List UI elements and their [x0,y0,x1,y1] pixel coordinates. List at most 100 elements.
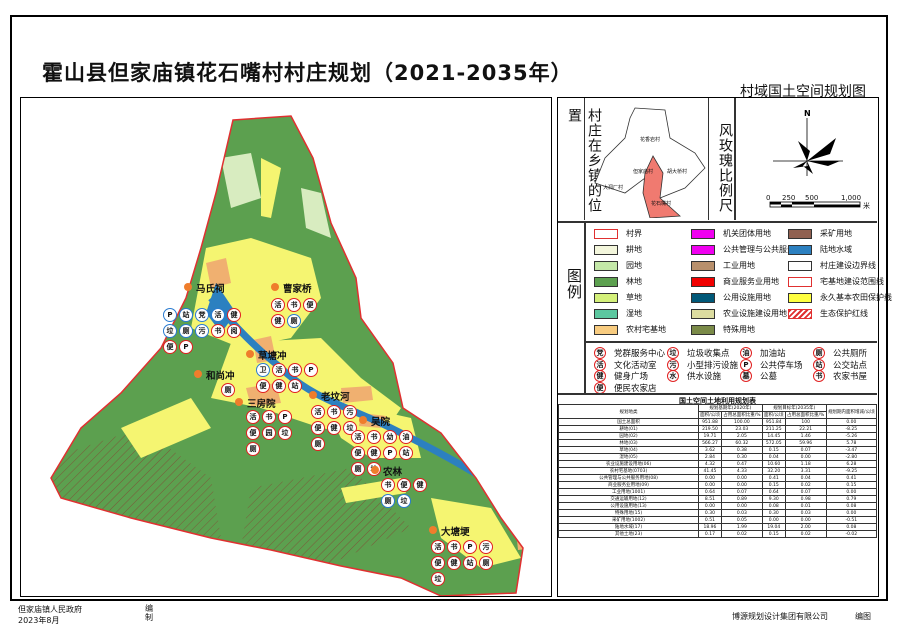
facility-icon[interactable]: 书 [367,430,381,444]
facility-icon[interactable]: P [304,363,318,377]
facility-icon[interactable]: 垃 [163,324,177,338]
village-label[interactable]: 老坟河 [321,392,350,403]
value-cell: 0.00 [698,474,722,482]
facility-icon[interactable]: 书 [211,324,225,338]
facility-icon[interactable]: 书 [288,363,302,377]
village-label[interactable]: 和尚冲 [206,371,235,382]
village-label[interactable]: 马氏祠 [196,284,225,295]
village-map[interactable]: 马氏祠 P 站党活健垃厕污书阅便 P 曹家桥活书便健厕草塘冲卫活书 P 便健站和尚冲厕三房院… [20,97,552,597]
legend-item: 工业用地 [691,260,755,271]
value-cell: -3.47 [825,446,878,454]
facility-icon[interactable]: 厕 [246,442,260,456]
facility-icon[interactable]: 健 [447,556,461,570]
scale-tick: 250 [782,194,796,202]
village-label[interactable]: 三房院 [247,399,276,410]
value-cell: 19.04 [761,523,786,531]
facility-icon[interactable]: 便 [246,426,260,440]
facility-icon[interactable]: 卫 [256,363,270,377]
village-dot [194,370,202,378]
facility-icon[interactable]: 书 [447,540,461,554]
facility-icon[interactable]: 厕 [287,314,301,328]
facility-icon[interactable]: 书 [287,298,301,312]
facility-icon[interactable]: 厕 [221,383,235,397]
facility-icon[interactable]: 污 [479,540,493,554]
facility-icon[interactable]: 厕 [351,462,365,476]
table-row: 交通运输用地(12) 8.51 0.89 9.30 0.98 0.79 [558,495,878,503]
facility-icon[interactable]: 活 [351,430,365,444]
facility-icon[interactable]: 健 [327,421,341,435]
legend-label: 耕地 [626,245,642,254]
facility-icon[interactable]: 站 [179,308,193,322]
location-inset: 花香岩村 但家庙村 胡大桥村 大洞厂村 花石嘴村 [584,98,709,220]
village-label[interactable]: 曹家桥 [283,284,312,295]
facility-icon[interactable]: 活 [211,308,225,322]
facility-icon[interactable]: 站 [463,556,477,570]
facility-icon[interactable]: 书 [262,410,276,424]
facility-icon[interactable]: P [163,308,177,322]
facility-icon[interactable]: 健 [271,314,285,328]
facility-icon[interactable]: 站 [288,379,302,393]
facility-icon[interactable]: P [463,540,477,554]
value-cell: -8.25 [825,425,878,433]
facility-icon[interactable]: 幼 [383,430,397,444]
facility-icon[interactable]: 健 [367,446,381,460]
facility-icon[interactable]: P [278,410,292,424]
facility-icon[interactable]: 便 [163,340,177,354]
facility-icon[interactable]: 健 [413,478,427,492]
facility-icon[interactable]: 垃 [397,494,411,508]
facility-icon[interactable]: 垃 [431,572,445,586]
facility-icon[interactable]: 污 [195,324,209,338]
village-dot [359,416,367,424]
facility-icon[interactable]: 便 [431,556,445,570]
facility-icon[interactable]: 便 [311,421,325,435]
land-use-map [50,115,524,597]
facility-icon[interactable]: P [383,446,397,460]
facility-icon[interactable]: 活 [311,405,325,419]
legend-swatch [691,324,715,335]
symbol-label: 公交站点 [833,360,868,371]
facility-icon[interactable]: 垃 [278,426,292,440]
facility-icon[interactable]: 阅 [227,324,241,338]
village-label[interactable]: 农林 [383,467,403,478]
facility-icon[interactable]: 活 [246,410,260,424]
facility-icon[interactable]: 污 [343,405,357,419]
facility-icon[interactable]: 油 [399,430,413,444]
facility-symbol-icon: 书 [813,370,825,382]
facility-icon[interactable]: 活 [271,298,285,312]
value-cell: 0.07 [784,446,827,454]
category-cell: 草地(04) [558,446,699,454]
value-cell: 0.00 [825,488,878,496]
value-cell: -0.51 [825,516,878,524]
facility-icon[interactable]: 便 [397,478,411,492]
value-cell: 0.02 [784,530,827,538]
value-cell: 0.30 [698,509,722,517]
facility-icon[interactable]: 园 [262,426,276,440]
facility-icon[interactable]: 书 [381,478,395,492]
village-label[interactable]: 吴院 [371,417,391,428]
table-row: 公用设施用地(13) 0.00 0.00 0.08 0.01 0.08 [558,502,878,510]
facility-icon[interactable]: 活 [431,540,445,554]
legend-swatch [788,292,812,303]
facility-icon[interactable]: 站 [399,446,413,460]
facility-icon[interactable]: 活 [272,363,286,377]
facility-icon[interactable]: 便 [351,446,365,460]
facility-icon[interactable]: 健 [272,379,286,393]
value-cell: 3.62 [698,446,722,454]
legend-item: 草地 [594,292,642,303]
facility-icon[interactable]: 书 [327,405,341,419]
village-label[interactable]: 草塘冲 [258,351,287,362]
facility-icon[interactable]: 厕 [179,324,193,338]
facility-icon[interactable]: 便 [303,298,317,312]
facility-icon[interactable]: 厕 [479,556,493,570]
facility-icon[interactable]: 健 [227,308,241,322]
facility-icon[interactable]: 便 [256,379,270,393]
facility-icon[interactable]: 党 [195,308,209,322]
facility-icon[interactable]: 厕 [311,437,325,451]
value-cell: 4.33 [720,467,763,475]
facility-icon[interactable]: P [179,340,193,354]
village-label[interactable]: 大塘埂 [441,527,470,538]
value-cell: 2.84 [698,453,722,461]
village-name: 胡大桥村 [667,169,688,175]
value-cell: 0.79 [825,495,878,503]
facility-icon[interactable]: 厕 [381,494,395,508]
